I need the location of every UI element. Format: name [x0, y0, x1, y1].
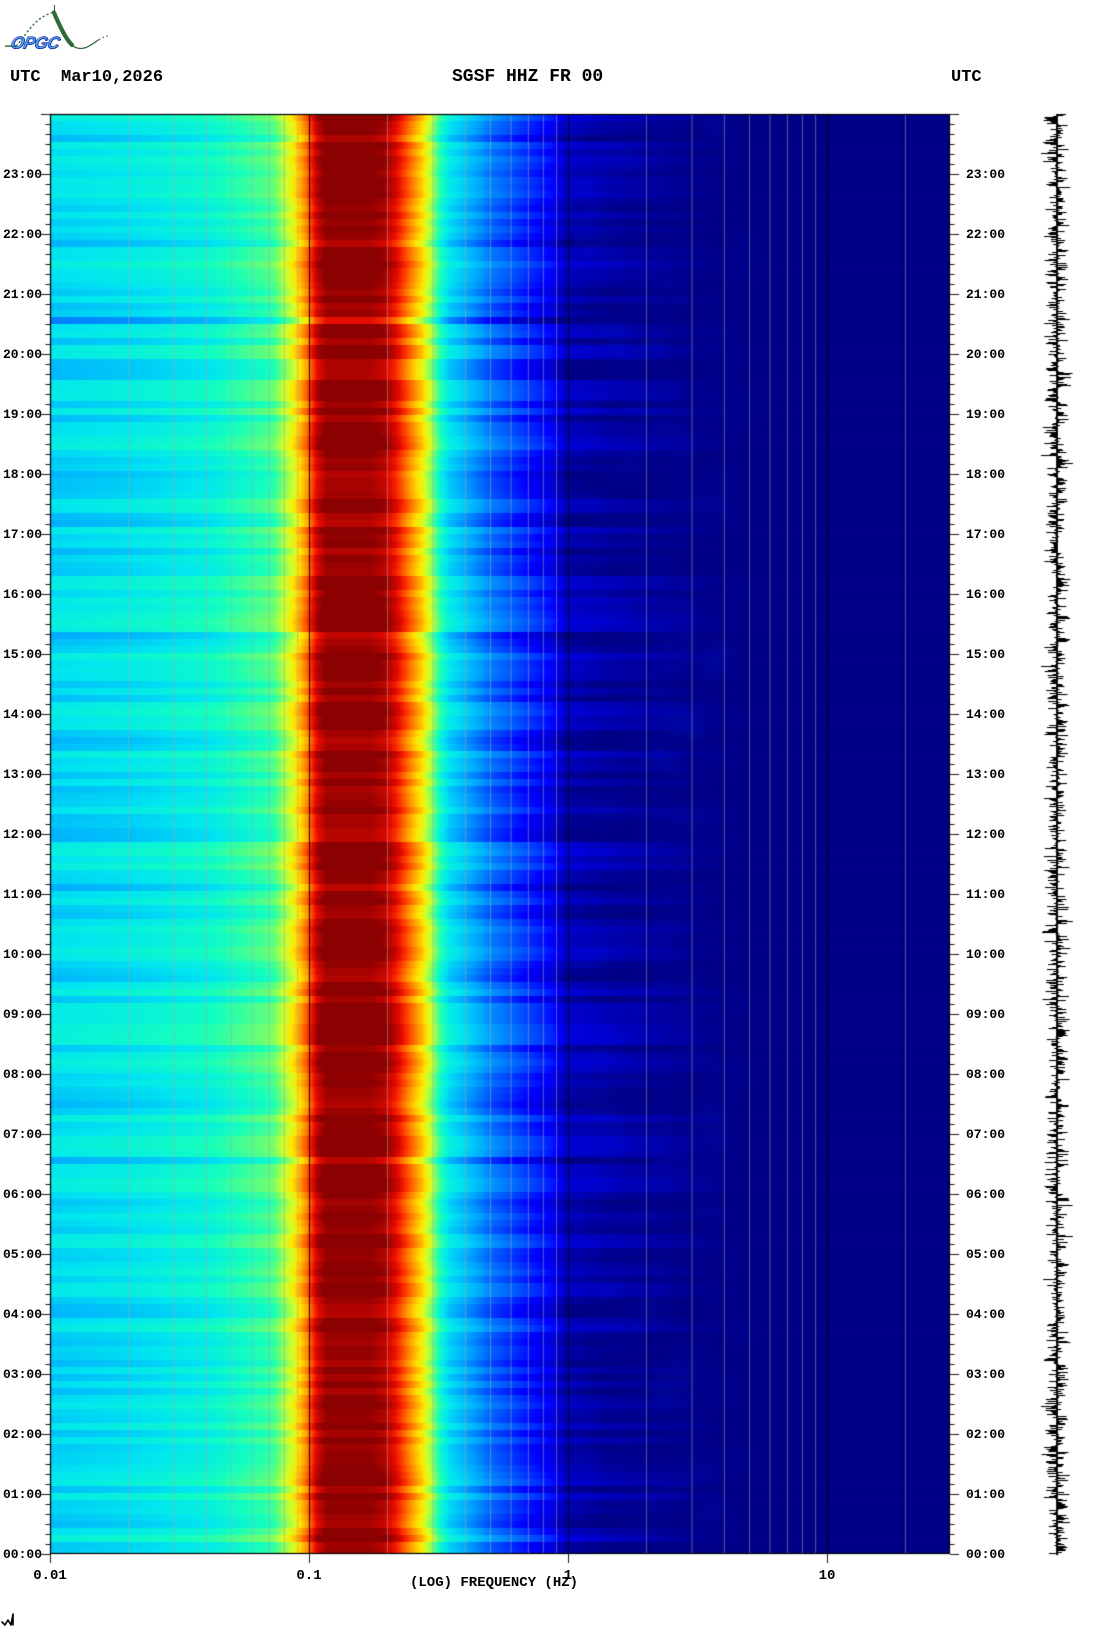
svg-text:OPGC: OPGC [9, 33, 62, 53]
